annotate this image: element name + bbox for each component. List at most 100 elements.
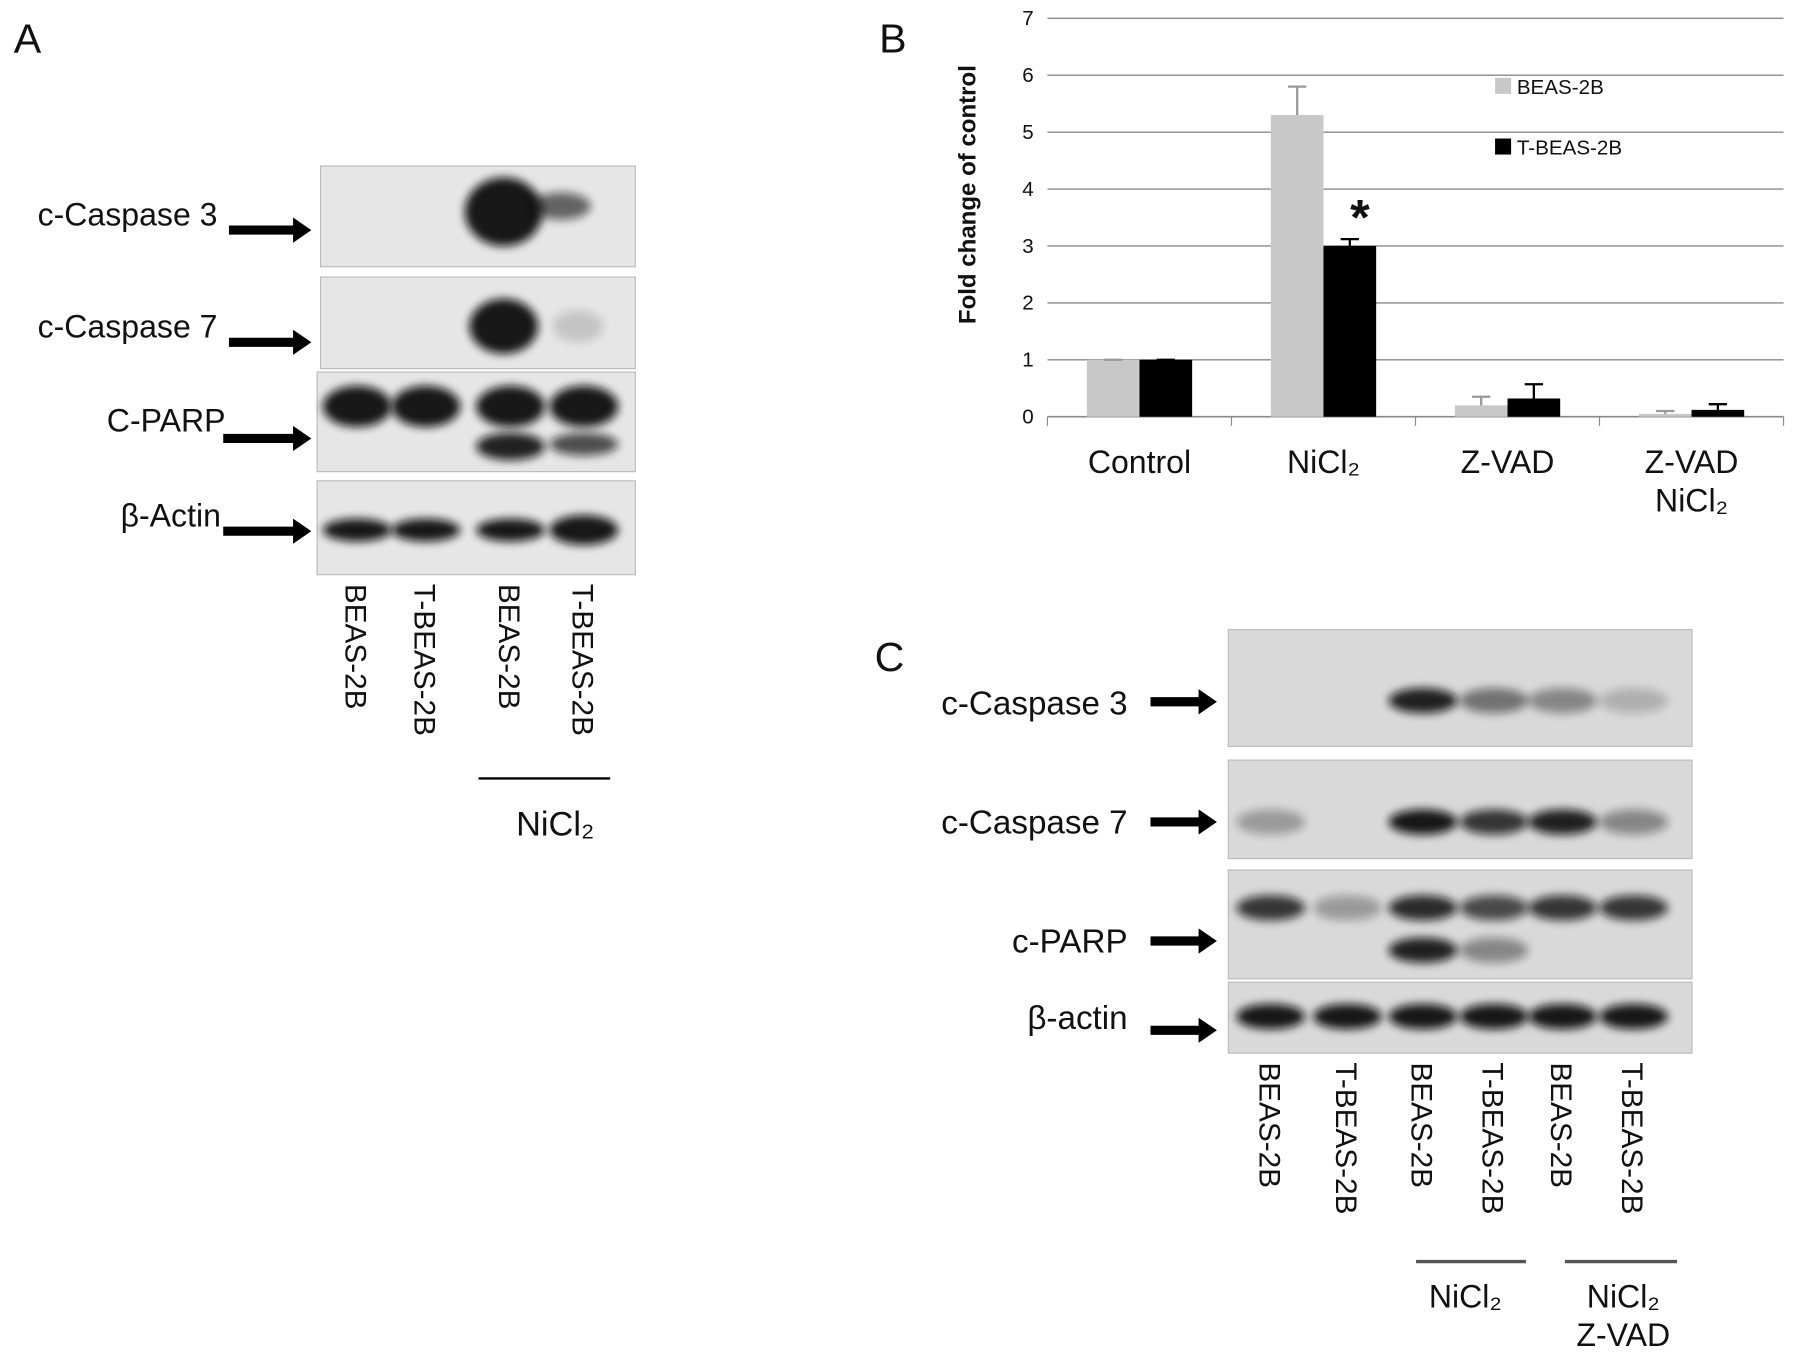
band <box>1388 809 1458 835</box>
band <box>1236 895 1306 921</box>
bar <box>1454 405 1508 417</box>
row-label: β-actin <box>1027 1000 1127 1037</box>
arrow <box>1150 928 1217 954</box>
band <box>1459 1003 1529 1030</box>
band <box>1528 809 1597 835</box>
band <box>1459 809 1529 835</box>
band <box>1388 895 1458 921</box>
annotation: * <box>1350 189 1370 246</box>
lane-label: BEAS-2B <box>1405 1062 1438 1188</box>
band <box>1528 1003 1597 1030</box>
band <box>476 518 545 542</box>
row-label: c-Caspase 7 <box>38 309 218 345</box>
blot <box>1227 759 1693 860</box>
band <box>549 385 619 428</box>
x-tick-label: Control <box>1088 444 1191 480</box>
band <box>1388 937 1458 963</box>
row-label: c-Caspase 7 <box>941 804 1127 841</box>
lane-label: BEAS-2B <box>339 584 372 710</box>
row-label: c-Caspase 3 <box>941 685 1127 722</box>
legend-swatch <box>1495 77 1512 94</box>
band <box>391 518 461 542</box>
row-label: β-Actin <box>121 498 221 534</box>
legend-label: T-BEAS-2B <box>1517 137 1622 160</box>
arrow <box>223 518 312 544</box>
band <box>1236 1003 1306 1030</box>
band <box>1599 688 1668 714</box>
band <box>1459 688 1529 714</box>
row-label: C-PARP <box>107 403 226 439</box>
row-label: c-Caspase 3 <box>38 197 218 233</box>
band <box>1599 1003 1668 1030</box>
treatment-label: NiCl₂ <box>1429 1278 1502 1314</box>
band <box>464 177 543 247</box>
treatment-label: NiCl₂ Z-VAD <box>1576 1278 1670 1352</box>
lane-label: T-BEAS-2B <box>565 584 598 736</box>
error-bar <box>1708 403 1728 410</box>
x-tick-label: NiCl₂ <box>1287 444 1360 480</box>
panel-label: C <box>875 634 905 680</box>
arrow <box>228 217 312 243</box>
lane-label: BEAS-2B <box>492 584 525 710</box>
y-tick-label: 0 <box>1022 406 1033 429</box>
error-bar <box>1340 237 1359 246</box>
y-tick-label: 3 <box>1022 235 1033 258</box>
y-tick-label: 4 <box>1022 178 1033 201</box>
arrow <box>1150 809 1217 835</box>
error-bar <box>1472 395 1491 406</box>
lane-label: T-BEAS-2B <box>1329 1062 1362 1214</box>
band <box>1388 1003 1458 1030</box>
blot <box>1227 629 1693 747</box>
bar <box>1086 359 1140 417</box>
bar <box>1507 398 1561 417</box>
panel-label: A <box>14 16 42 62</box>
x-tick-label: Z-VAD NiCl₂ <box>1645 444 1739 518</box>
band <box>552 310 604 343</box>
y-tick-label: 1 <box>1022 349 1033 372</box>
y-tick-label: 2 <box>1022 292 1033 315</box>
band <box>1528 895 1597 921</box>
band <box>549 515 619 545</box>
band <box>391 385 461 428</box>
band <box>531 192 591 220</box>
band <box>549 432 619 456</box>
blot <box>1227 869 1693 980</box>
band <box>1236 809 1306 835</box>
band <box>1313 895 1382 921</box>
error-bar <box>1524 383 1544 399</box>
arrow <box>223 425 312 452</box>
band <box>1459 937 1529 963</box>
panel-label: B <box>879 16 906 62</box>
y-tick-label: 5 <box>1022 121 1033 144</box>
y-tick-label: 6 <box>1022 64 1033 87</box>
band <box>476 432 545 461</box>
band <box>322 385 392 428</box>
arrow <box>1150 1017 1217 1043</box>
lane-label: BEAS-2B <box>1252 1062 1285 1188</box>
band <box>1528 688 1597 714</box>
error-bar <box>1288 85 1307 116</box>
band <box>1599 895 1668 921</box>
band <box>476 385 545 428</box>
lane-label: T-BEAS-2B <box>407 584 440 736</box>
lane-label: T-BEAS-2B <box>1615 1062 1648 1214</box>
arrow <box>1150 689 1217 715</box>
y-tick-label: 7 <box>1022 7 1033 30</box>
bar <box>1638 413 1692 417</box>
bar <box>1139 359 1193 417</box>
legend-swatch <box>1495 138 1512 155</box>
lane-label: T-BEAS-2B <box>1475 1062 1508 1214</box>
bar <box>1323 245 1377 417</box>
lane-label: BEAS-2B <box>1544 1062 1577 1188</box>
band <box>1459 895 1529 921</box>
x-tick-label: Z-VAD <box>1461 444 1555 480</box>
band <box>1388 688 1458 714</box>
band <box>322 518 392 542</box>
band <box>469 298 539 354</box>
bar <box>1691 409 1745 417</box>
band <box>1599 809 1668 835</box>
band <box>1313 1003 1382 1030</box>
row-label: c-PARP <box>1012 923 1128 960</box>
legend-label: BEAS-2B <box>1517 76 1604 99</box>
